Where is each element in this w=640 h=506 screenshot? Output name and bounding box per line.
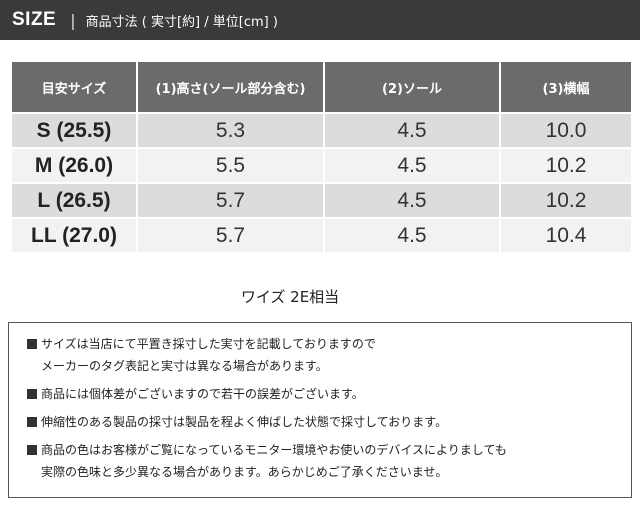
header-subtitle: 商品寸法 ( 実寸[約] / 単位[cm] ) [85, 14, 278, 30]
column-header-size: 目安サイズ [12, 62, 136, 112]
width-cell: 10.2 [501, 149, 631, 182]
width-cell: 10.0 [501, 114, 631, 147]
sole-cell: 4.5 [325, 114, 499, 147]
size-cell: LL (27.0) [12, 219, 136, 252]
square-bullet-icon [27, 445, 37, 455]
size-cell: L (26.5) [12, 184, 136, 217]
size-title: SIZE [12, 9, 57, 30]
sole-cell: 4.5 [325, 219, 499, 252]
height-cell: 5.7 [138, 184, 323, 217]
sole-cell: 4.5 [325, 184, 499, 217]
note-text: サイズは当店にて平置き採寸した実寸を記載しておりますので [41, 337, 376, 351]
column-header-height: (1)高さ(ソール部分含む) [138, 62, 323, 112]
column-header-sole: (2)ソール [325, 62, 499, 112]
notes-box: サイズは当店にて平置き採寸した実寸を記載しておりますので メーカーのタグ表記と実… [8, 322, 632, 498]
note-line: 実際の色味と多少異なる場合があります。あらかじめご了承くださいませ。 [41, 465, 448, 479]
note-item: 商品には個体差がございますので若干の誤差がございます。 [27, 383, 615, 405]
header-separator: | [70, 10, 76, 30]
width-cell: 10.4 [501, 219, 631, 252]
note-item: サイズは当店にて平置き採寸した実寸を記載しておりますので メーカーのタグ表記と実… [27, 333, 615, 377]
note-item: 伸縮性のある製品の採寸は製品を程よく伸ばした状態で採寸しております。 [27, 411, 615, 433]
height-cell: 5.5 [138, 149, 323, 182]
height-cell: 5.7 [138, 219, 323, 252]
sole-cell: 4.5 [325, 149, 499, 182]
square-bullet-icon [27, 389, 37, 399]
square-bullet-icon [27, 339, 37, 349]
square-bullet-icon [27, 417, 37, 427]
table-row: S (25.5) 5.3 4.5 10.0 [12, 114, 631, 147]
note-line: 伸縮性のある製品の採寸は製品を程よく伸ばした状態で採寸しております。 [27, 411, 615, 433]
note-line: メーカーのタグ表記と実寸は異なる場合があります。 [41, 359, 328, 373]
height-cell: 5.3 [138, 114, 323, 147]
note-text: 伸縮性のある製品の採寸は製品を程よく伸ばした状態で採寸しております。 [41, 415, 448, 429]
note-line: サイズは当店にて平置き採寸した実寸を記載しておりますので [27, 333, 615, 355]
note-line: 商品の色はお客様がご覧になっているモニター環境やお使いのデバイスによりましても [27, 439, 615, 461]
note-item: 商品の色はお客様がご覧になっているモニター環境やお使いのデバイスによりましても … [27, 439, 615, 483]
note-text: 商品には個体差がございますので若干の誤差がございます。 [41, 387, 364, 401]
size-table: 目安サイズ (1)高さ(ソール部分含む) (2)ソール (3)横幅 S (25.… [10, 60, 633, 254]
note-line: 商品には個体差がございますので若干の誤差がございます。 [27, 383, 615, 405]
width-cell: 10.2 [501, 184, 631, 217]
size-cell: M (26.0) [12, 149, 136, 182]
table-row: LL (27.0) 5.7 4.5 10.4 [12, 219, 631, 252]
note-text: 商品の色はお客様がご覧になっているモニター環境やお使いのデバイスによりましても [41, 443, 507, 457]
size-header-bar: SIZE | 商品寸法 ( 実寸[約] / 単位[cm] ) [0, 0, 640, 40]
width-note: ワイズ 2E相当 [240, 288, 340, 306]
table-row: L (26.5) 5.7 4.5 10.2 [12, 184, 631, 217]
size-cell: S (25.5) [12, 114, 136, 147]
table-row: M (26.0) 5.5 4.5 10.2 [12, 149, 631, 182]
table-header-row: 目安サイズ (1)高さ(ソール部分含む) (2)ソール (3)横幅 [12, 62, 631, 112]
column-header-width: (3)横幅 [501, 62, 631, 112]
